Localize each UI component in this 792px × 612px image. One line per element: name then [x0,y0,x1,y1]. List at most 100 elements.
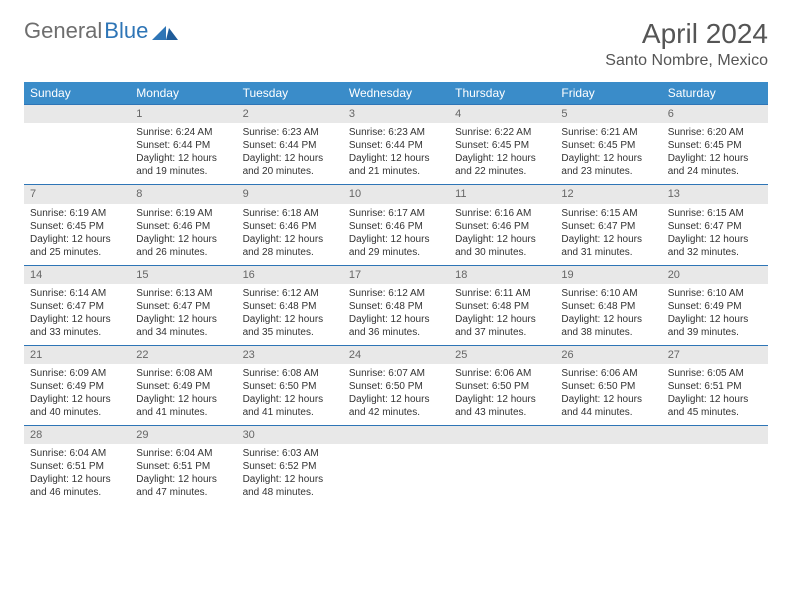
daylight-text: Daylight: 12 hours and 34 minutes. [136,313,230,339]
sunrise-text: Sunrise: 6:08 AM [243,367,337,380]
day-body: Sunrise: 6:11 AMSunset: 6:48 PMDaylight:… [449,284,555,345]
calendar-cell: 23Sunrise: 6:08 AMSunset: 6:50 PMDayligh… [237,345,343,425]
calendar-cell [555,426,661,506]
day-number: 8 [130,185,236,203]
weekday-header: Saturday [662,82,768,105]
sunrise-text: Sunrise: 6:07 AM [349,367,443,380]
daylight-text: Daylight: 12 hours and 33 minutes. [30,313,124,339]
calendar-cell: 25Sunrise: 6:06 AMSunset: 6:50 PMDayligh… [449,345,555,425]
daylight-text: Daylight: 12 hours and 41 minutes. [136,393,230,419]
day-body: Sunrise: 6:04 AMSunset: 6:51 PMDaylight:… [24,444,130,505]
day-body: Sunrise: 6:18 AMSunset: 6:46 PMDaylight:… [237,204,343,265]
sunrise-text: Sunrise: 6:14 AM [30,287,124,300]
sunset-text: Sunset: 6:44 PM [136,139,230,152]
daylight-text: Daylight: 12 hours and 19 minutes. [136,152,230,178]
daylight-text: Daylight: 12 hours and 29 minutes. [349,233,443,259]
daylight-text: Daylight: 12 hours and 32 minutes. [668,233,762,259]
day-body: Sunrise: 6:15 AMSunset: 6:47 PMDaylight:… [662,204,768,265]
header: GeneralBlue April 2024 Santo Nombre, Mex… [24,18,768,70]
sunrise-text: Sunrise: 6:22 AM [455,126,549,139]
day-number: 25 [449,346,555,364]
day-body: Sunrise: 6:10 AMSunset: 6:48 PMDaylight:… [555,284,661,345]
calendar-row: 7Sunrise: 6:19 AMSunset: 6:45 PMDaylight… [24,185,768,265]
sunrise-text: Sunrise: 6:17 AM [349,207,443,220]
day-number: 7 [24,185,130,203]
calendar-row: 28Sunrise: 6:04 AMSunset: 6:51 PMDayligh… [24,426,768,506]
calendar-cell: 13Sunrise: 6:15 AMSunset: 6:47 PMDayligh… [662,185,768,265]
calendar-cell: 28Sunrise: 6:04 AMSunset: 6:51 PMDayligh… [24,426,130,506]
sunrise-text: Sunrise: 6:04 AM [30,447,124,460]
sunset-text: Sunset: 6:49 PM [668,300,762,313]
daylight-text: Daylight: 12 hours and 23 minutes. [561,152,655,178]
sunset-text: Sunset: 6:49 PM [136,380,230,393]
day-body: Sunrise: 6:08 AMSunset: 6:49 PMDaylight:… [130,364,236,425]
sunrise-text: Sunrise: 6:04 AM [136,447,230,460]
sunrise-text: Sunrise: 6:24 AM [136,126,230,139]
day-number: 15 [130,266,236,284]
day-number [343,426,449,444]
day-number: 9 [237,185,343,203]
sunset-text: Sunset: 6:46 PM [243,220,337,233]
daylight-text: Daylight: 12 hours and 28 minutes. [243,233,337,259]
calendar-row: 1Sunrise: 6:24 AMSunset: 6:44 PMDaylight… [24,105,768,185]
weekday-header-row: Sunday Monday Tuesday Wednesday Thursday… [24,82,768,105]
calendar-cell: 11Sunrise: 6:16 AMSunset: 6:46 PMDayligh… [449,185,555,265]
logo-word2: Blue [104,18,148,44]
daylight-text: Daylight: 12 hours and 24 minutes. [668,152,762,178]
sunset-text: Sunset: 6:47 PM [136,300,230,313]
sunrise-text: Sunrise: 6:16 AM [455,207,549,220]
day-body: Sunrise: 6:07 AMSunset: 6:50 PMDaylight:… [343,364,449,425]
day-body: Sunrise: 6:04 AMSunset: 6:51 PMDaylight:… [130,444,236,505]
day-body: Sunrise: 6:22 AMSunset: 6:45 PMDaylight:… [449,123,555,184]
day-body: Sunrise: 6:03 AMSunset: 6:52 PMDaylight:… [237,444,343,505]
location: Santo Nombre, Mexico [605,52,768,70]
calendar-cell: 12Sunrise: 6:15 AMSunset: 6:47 PMDayligh… [555,185,661,265]
day-body: Sunrise: 6:23 AMSunset: 6:44 PMDaylight:… [237,123,343,184]
sunrise-text: Sunrise: 6:23 AM [349,126,443,139]
day-body: Sunrise: 6:08 AMSunset: 6:50 PMDaylight:… [237,364,343,425]
daylight-text: Daylight: 12 hours and 30 minutes. [455,233,549,259]
sunset-text: Sunset: 6:48 PM [243,300,337,313]
day-number: 24 [343,346,449,364]
day-body [343,444,449,502]
day-number: 2 [237,105,343,123]
sunrise-text: Sunrise: 6:19 AM [30,207,124,220]
sunrise-text: Sunrise: 6:15 AM [561,207,655,220]
sunset-text: Sunset: 6:51 PM [30,460,124,473]
day-number: 20 [662,266,768,284]
calendar-cell: 18Sunrise: 6:11 AMSunset: 6:48 PMDayligh… [449,265,555,345]
daylight-text: Daylight: 12 hours and 31 minutes. [561,233,655,259]
calendar-body: 1Sunrise: 6:24 AMSunset: 6:44 PMDaylight… [24,105,768,506]
calendar-cell: 24Sunrise: 6:07 AMSunset: 6:50 PMDayligh… [343,345,449,425]
daylight-text: Daylight: 12 hours and 40 minutes. [30,393,124,419]
daylight-text: Daylight: 12 hours and 43 minutes. [455,393,549,419]
daylight-text: Daylight: 12 hours and 39 minutes. [668,313,762,339]
weekday-header: Thursday [449,82,555,105]
day-number: 3 [343,105,449,123]
day-number [24,105,130,123]
day-number: 27 [662,346,768,364]
calendar-cell: 27Sunrise: 6:05 AMSunset: 6:51 PMDayligh… [662,345,768,425]
daylight-text: Daylight: 12 hours and 25 minutes. [30,233,124,259]
day-body [449,444,555,502]
sunrise-text: Sunrise: 6:12 AM [349,287,443,300]
daylight-text: Daylight: 12 hours and 44 minutes. [561,393,655,419]
daylight-text: Daylight: 12 hours and 21 minutes. [349,152,443,178]
sunrise-text: Sunrise: 6:06 AM [561,367,655,380]
daylight-text: Daylight: 12 hours and 42 minutes. [349,393,443,419]
sunrise-text: Sunrise: 6:20 AM [668,126,762,139]
calendar-cell: 1Sunrise: 6:24 AMSunset: 6:44 PMDaylight… [130,105,236,185]
day-number [662,426,768,444]
day-number: 23 [237,346,343,364]
sunrise-text: Sunrise: 6:21 AM [561,126,655,139]
calendar-cell: 3Sunrise: 6:23 AMSunset: 6:44 PMDaylight… [343,105,449,185]
day-number: 19 [555,266,661,284]
daylight-text: Daylight: 12 hours and 45 minutes. [668,393,762,419]
daylight-text: Daylight: 12 hours and 35 minutes. [243,313,337,339]
day-body: Sunrise: 6:19 AMSunset: 6:46 PMDaylight:… [130,204,236,265]
weekday-header: Tuesday [237,82,343,105]
sunset-text: Sunset: 6:48 PM [349,300,443,313]
day-body: Sunrise: 6:23 AMSunset: 6:44 PMDaylight:… [343,123,449,184]
day-body [24,123,130,181]
day-number: 28 [24,426,130,444]
